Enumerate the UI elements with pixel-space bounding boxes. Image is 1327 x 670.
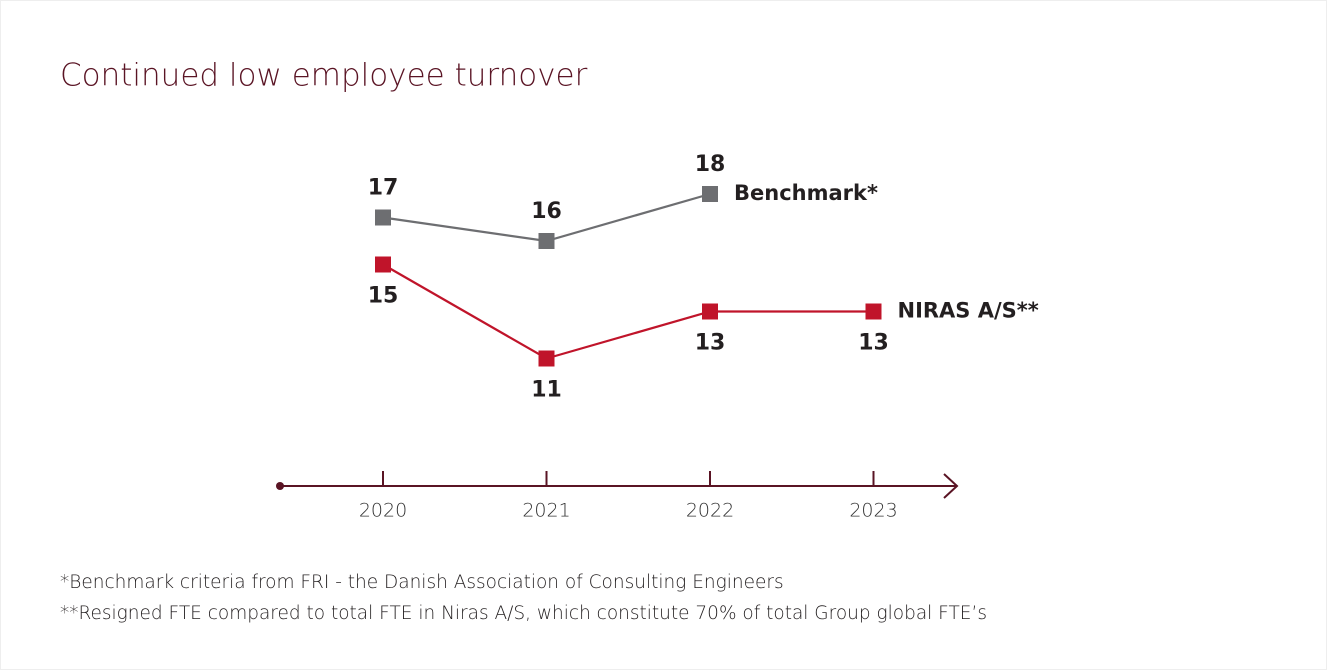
- marker: [375, 209, 391, 226]
- chart-title: Continued low employee turnover: [60, 58, 588, 94]
- series-line: [382, 263, 874, 360]
- marker: [538, 350, 555, 367]
- marker: [538, 233, 555, 249]
- x-tick-label: 2022: [686, 500, 734, 522]
- marker: [865, 303, 882, 320]
- marker: [702, 186, 718, 202]
- series-label: NIRAS A/S**: [898, 299, 1039, 323]
- data-label: 16: [531, 199, 562, 224]
- series-label: Benchmark*: [734, 181, 878, 205]
- axis-arrow: [943, 473, 959, 499]
- data-label: 15: [368, 284, 399, 309]
- x-tick-label: 2021: [522, 500, 570, 522]
- footnote: **Resigned FTE compared to total FTE in …: [60, 603, 987, 624]
- footnote: *Benchmark criteria from FRI - the Danis…: [60, 572, 784, 593]
- data-label: 11: [531, 378, 562, 403]
- marker: [375, 256, 391, 273]
- marker: [702, 303, 718, 320]
- x-tick-label: 2020: [359, 500, 407, 522]
- axis-origin: [276, 482, 284, 490]
- data-label: 18: [695, 152, 726, 177]
- data-label: 13: [858, 331, 889, 356]
- data-label: 13: [695, 331, 726, 356]
- x-tick-label: 2023: [849, 500, 897, 522]
- data-label: 17: [368, 176, 399, 201]
